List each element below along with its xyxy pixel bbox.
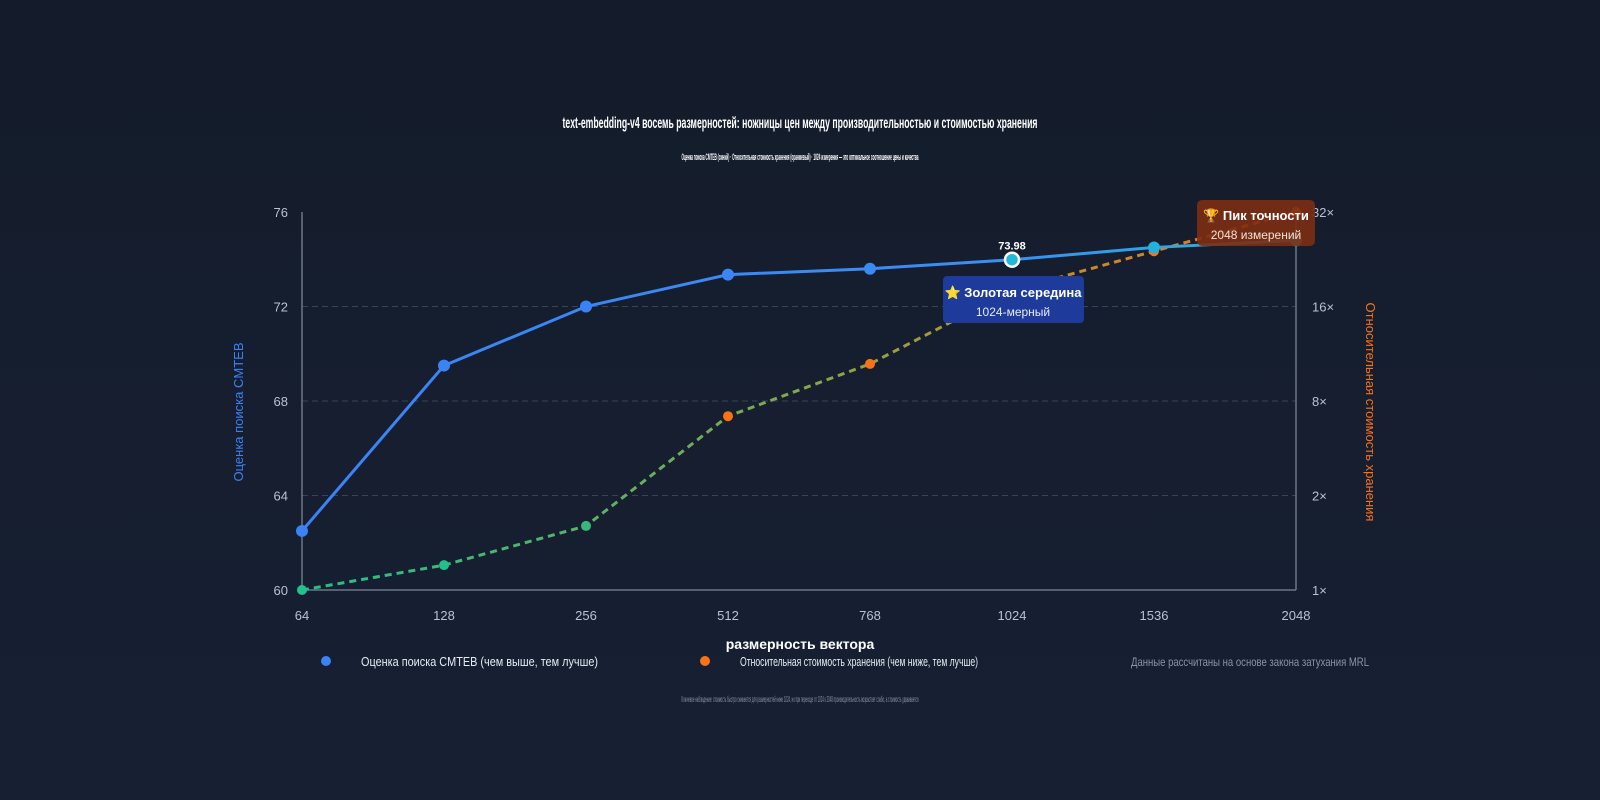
y-left-tick-label: 64: [274, 489, 288, 504]
y-right-tick-label: 2×: [1312, 489, 1327, 504]
x-tick-label: 512: [717, 608, 739, 623]
y-right-label: Относительная стоимость хранения: [1363, 303, 1378, 522]
point-cmteb-score: [864, 262, 876, 275]
chart-subtitle: Оценка поиска CMTEB (синий) · Относитель…: [682, 152, 919, 162]
grid: [302, 306, 1296, 496]
y-left-tick-label: 72: [274, 300, 288, 315]
data-label-1024: 73.98: [998, 241, 1026, 253]
point-cmteb-score: [438, 359, 450, 372]
x-tick-label: 256: [575, 608, 597, 623]
y-right-tick-label: 16×: [1312, 300, 1334, 315]
annotation-peak-box: [1197, 200, 1315, 246]
series-line-cmteb-score: [300, 238, 1297, 532]
annotation-peak-title: 🏆 Пик точности: [1203, 208, 1309, 223]
y-left-tick-label: 60: [274, 583, 288, 598]
y-left-ticks: 60 64 68 72 76: [274, 205, 288, 598]
chart-title: text-embedding-v4 восемь размерностей: н…: [563, 115, 1038, 132]
annotation-peak-sub: 2048 измерений: [1211, 228, 1302, 242]
y-left-tick-label: 68: [274, 394, 288, 409]
x-axis-label: размерность вектора: [726, 636, 875, 652]
x-tick-label: 1536: [1140, 608, 1169, 623]
annotation-golden-sub: 1024-мерный: [976, 305, 1050, 319]
x-tick-label: 128: [433, 608, 455, 623]
point-cmteb-score-highlight: [1003, 251, 1021, 268]
legend-marker-score: [321, 656, 331, 666]
footnote: Ключевое наблюдение: стоимость быстро сн…: [682, 695, 919, 704]
legend-label-cost: Относительная стоимость хранения (чем ни…: [740, 654, 978, 669]
x-tick-label: 2048: [1282, 608, 1311, 623]
y-right-tick-label: 1×: [1312, 583, 1327, 598]
legend: Оценка поиска CMTEB (чем выше, тем лучше…: [321, 654, 1369, 669]
annotation-golden-middle: ⭐ Золотая середина 1024-мерный: [943, 276, 1084, 323]
point-storage-cost: [439, 560, 449, 571]
point-cmteb-score: [722, 268, 734, 281]
point-storage-cost: [723, 411, 733, 422]
annotation-golden-title: ⭐ Золотая середина: [944, 285, 1082, 300]
series-line-storage-cost: [301, 210, 1297, 592]
x-tick-label: 64: [295, 608, 309, 623]
point-storage-cost: [865, 358, 875, 369]
x-ticks: 64 128 256 512 768 1024 1536 2048: [295, 608, 1311, 623]
annotation-peak-accuracy: 🏆 Пик точности 2048 измерений: [1197, 200, 1315, 246]
score-points: [296, 234, 1302, 537]
annotation-golden-box: [943, 276, 1084, 323]
x-tick-label: 1024: [998, 608, 1027, 623]
point-storage-cost: [297, 585, 307, 595]
x-tick-label: 768: [859, 608, 881, 623]
legend-label-score: Оценка поиска CMTEB (чем выше, тем лучше…: [361, 654, 598, 669]
point-storage-cost: [581, 520, 591, 531]
point-cmteb-score: [580, 300, 592, 313]
legend-marker-cost: [700, 656, 710, 666]
legend-note: Данные рассчитаны на основе закона затух…: [1131, 655, 1369, 669]
y-left-label: Оценка поиска CMTEB: [231, 343, 246, 482]
y-right-tick-label: 8×: [1312, 394, 1327, 409]
y-right-tick-label: 32×: [1312, 205, 1334, 220]
point-cmteb-score: [296, 524, 308, 537]
y-right-ticks: 1× 2× 8× 16× 32×: [1312, 205, 1334, 598]
y-left-tick-label: 76: [274, 205, 288, 220]
point-cmteb-score: [1148, 241, 1160, 254]
